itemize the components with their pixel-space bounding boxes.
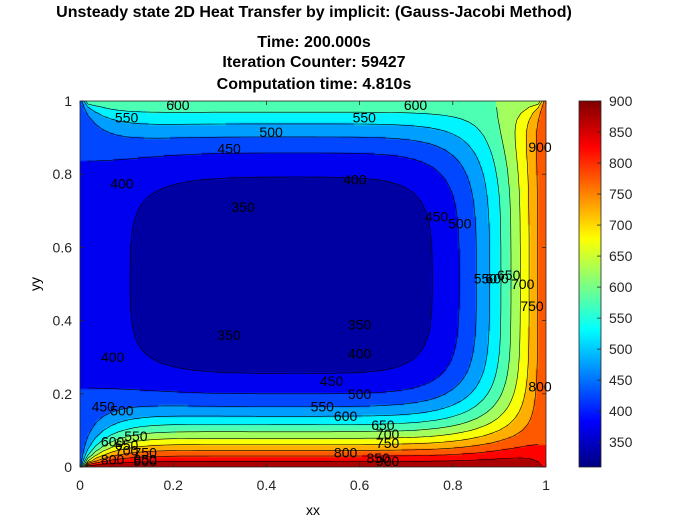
contour-line-800 xyxy=(85,444,539,467)
contour-label: 650 xyxy=(371,417,395,433)
contour-label: 900 xyxy=(134,453,158,469)
contour-line-400 xyxy=(87,152,460,395)
y-tick-label: 0 xyxy=(64,459,72,475)
contour-label: 600 xyxy=(485,271,509,287)
contour-line-750 xyxy=(85,101,545,467)
contour-label: 750 xyxy=(520,298,544,314)
x-tick-label: 0.6 xyxy=(350,477,370,493)
colorbar-tick-label: 550 xyxy=(609,310,633,326)
contour-label: 500 xyxy=(448,216,472,232)
y-tick-label: 1 xyxy=(64,93,72,109)
x-axis-label: xx xyxy=(306,502,320,518)
contour-label: 500 xyxy=(259,124,283,140)
contour-line-550 xyxy=(82,101,502,467)
contour-label: 700 xyxy=(376,426,400,442)
y-tick-label: 0.8 xyxy=(53,166,73,182)
contour-label: 550 xyxy=(311,399,335,415)
x-tick-label: 0 xyxy=(76,477,84,493)
contour-label: 450 xyxy=(92,399,116,415)
contour-line-600 xyxy=(82,107,512,467)
colorbar-tick-label: 850 xyxy=(609,124,633,140)
contour-label: 400 xyxy=(348,346,372,362)
colorbar-tick-label: 650 xyxy=(609,248,633,264)
contour-label: 700 xyxy=(115,443,139,459)
contour-label: 550 xyxy=(353,110,377,126)
contour-label: 400 xyxy=(101,349,125,365)
contour-line-650 xyxy=(83,101,541,467)
chart-title-line-3: Iteration Counter: 59427 xyxy=(222,54,406,71)
contour-label: 750 xyxy=(134,444,158,460)
contour-label: 350 xyxy=(231,199,255,215)
colorbar-tick-label: 900 xyxy=(609,93,633,109)
contour-label: 400 xyxy=(110,175,134,191)
contour-line-700 xyxy=(84,101,543,467)
colorbar-tick-label: 700 xyxy=(609,217,633,233)
chart-title-line-2: Time: 200.000s xyxy=(257,34,371,51)
plot-frame xyxy=(79,100,547,468)
contour-label: 550 xyxy=(124,428,148,444)
contour-label: 600 xyxy=(404,97,428,113)
contour-label: 900 xyxy=(376,453,400,469)
contour-label: 550 xyxy=(115,110,139,126)
colorbar-tick-label: 400 xyxy=(609,403,633,419)
contour-line-350 xyxy=(129,176,433,374)
y-axis-label: yy xyxy=(27,277,43,291)
x-tick-label: 0.4 xyxy=(257,477,277,493)
colorbar-tick-label: 600 xyxy=(609,279,633,295)
x-tick-label: 0.2 xyxy=(163,477,183,493)
contour-label: 600 xyxy=(166,97,190,113)
y-tick-label: 0.4 xyxy=(53,313,73,329)
contour-label: 400 xyxy=(343,172,367,188)
contour-label: 850 xyxy=(367,450,391,466)
colorbar-ticks: 350 400 450 500 550 600 650 700 750 800 850 900 xyxy=(597,93,633,450)
contour-label: 900 xyxy=(528,139,552,155)
x-tick-label: 1 xyxy=(542,477,550,493)
contour-label: 800 xyxy=(528,379,552,395)
y-tick-label: 0.2 xyxy=(53,386,73,402)
x-tick-label: 0.8 xyxy=(443,477,463,493)
contour-label: 800 xyxy=(334,444,358,460)
axes: 0 0.2 0.4 0.6 0.8 1 0 0.2 0.4 0.6 0.8 1 xyxy=(53,93,551,493)
contour-label: 550 xyxy=(474,271,498,287)
contour-label: 700 xyxy=(511,276,535,292)
contour-label: 450 xyxy=(320,373,344,389)
contour-label: 800 xyxy=(101,452,125,468)
colorbar-frame xyxy=(578,100,602,468)
contour-label: 600 xyxy=(101,433,125,449)
colorbar-tick-label: 750 xyxy=(609,186,633,202)
colorbar-tick-label: 450 xyxy=(609,372,633,388)
contour-label: 350 xyxy=(348,316,372,332)
contour-line-850 xyxy=(86,457,543,467)
chart-title-line-4: Computation time: 4.810s xyxy=(216,76,412,93)
contour-label: 350 xyxy=(217,327,241,343)
contour-lines xyxy=(80,101,545,467)
contour-label: 500 xyxy=(348,386,372,402)
y-tick-label: 0.6 xyxy=(53,239,73,255)
colorbar-tick-label: 500 xyxy=(609,341,633,357)
colorbar-tick-label: 800 xyxy=(609,155,633,171)
contour-label: 500 xyxy=(110,402,134,418)
contour-label: 850 xyxy=(134,452,158,468)
contour-line-500 xyxy=(81,101,490,467)
contour-label: 650 xyxy=(115,437,139,453)
contour-label: 600 xyxy=(334,408,358,424)
contour-label: 450 xyxy=(217,141,241,157)
contour-label: 650 xyxy=(497,267,521,283)
contour-line-450 xyxy=(80,101,477,467)
contour-label: 450 xyxy=(425,208,449,224)
chart-title-line-1: Unsteady state 2D Heat Transfer by impli… xyxy=(56,4,572,21)
colorbar-gradient xyxy=(579,101,601,467)
contour-label: 750 xyxy=(376,435,400,451)
colorbar-tick-label: 350 xyxy=(609,434,633,450)
